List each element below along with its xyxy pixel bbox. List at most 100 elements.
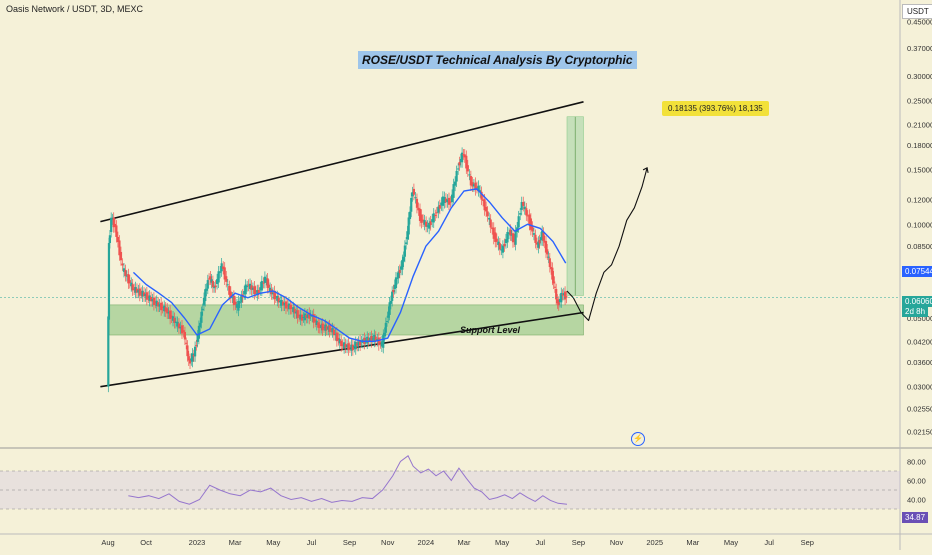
- currency-badge[interactable]: USDT: [902, 4, 932, 19]
- candle-body: [177, 323, 181, 329]
- candle-body: [415, 198, 419, 208]
- candle-body: [474, 182, 477, 191]
- price-tick-label: 0.15000: [907, 166, 932, 175]
- candle-body: [444, 198, 448, 203]
- candle-body: [204, 289, 207, 302]
- candle-body: [377, 337, 380, 346]
- candle-body: [160, 302, 163, 311]
- candle-body: [154, 301, 157, 303]
- moving-average-line: [132, 188, 567, 342]
- candle-body: [170, 315, 173, 318]
- candle-body: [234, 301, 237, 305]
- candle-body: [396, 277, 399, 279]
- candle-body: [107, 316, 110, 387]
- candle-body: [402, 256, 405, 262]
- candle-body: [563, 291, 567, 300]
- candle-body: [350, 344, 353, 351]
- price-tick-label: 0.18000: [907, 141, 932, 150]
- candle-body: [289, 305, 292, 310]
- price-tick-label: 0.02550: [907, 405, 932, 414]
- candle-body: [328, 325, 331, 332]
- rsi-tick-label: 40.00: [907, 496, 926, 505]
- candle-body: [300, 314, 304, 321]
- candle-body: [532, 233, 536, 235]
- upper-channel-line: [100, 101, 584, 223]
- last-price-tag: 0.06060: [902, 296, 932, 307]
- candle-body: [471, 182, 474, 187]
- candle-body: [440, 202, 443, 206]
- candle-body: [267, 284, 270, 288]
- candle-body: [226, 284, 229, 286]
- candle-body: [387, 311, 390, 318]
- candle-body: [219, 271, 222, 273]
- lower-channel-line: [100, 311, 584, 388]
- candle-body: [403, 245, 406, 257]
- candle-body: [503, 243, 506, 247]
- candle-body: [501, 245, 505, 253]
- candle-body: [370, 335, 373, 343]
- candle-body: [152, 297, 156, 306]
- candle-body: [183, 331, 187, 340]
- candle-body: [244, 284, 247, 295]
- candle-body: [486, 211, 489, 217]
- candle-body: [466, 165, 469, 172]
- candle-body: [315, 320, 318, 325]
- candle-body: [351, 344, 354, 351]
- candle-body: [191, 353, 194, 362]
- candle-body: [248, 283, 252, 290]
- candle-body: [254, 290, 257, 292]
- candle-body: [449, 201, 452, 203]
- candle-body: [179, 326, 182, 329]
- candle-body: [171, 316, 175, 321]
- candle-body: [507, 232, 511, 234]
- candle-body: [526, 215, 529, 217]
- candle-body: [347, 343, 350, 351]
- candle-body: [176, 321, 179, 327]
- candle-body: [217, 271, 220, 283]
- candle-body: [190, 358, 193, 361]
- lightning-icon[interactable]: ⚡: [631, 432, 645, 446]
- time-tick-label: Aug: [101, 538, 114, 547]
- candle-body: [118, 240, 121, 256]
- candle-body: [144, 293, 147, 297]
- candle-body: [480, 191, 483, 200]
- candles: [107, 147, 568, 393]
- candle-body: [263, 276, 266, 283]
- candle-body: [435, 212, 438, 214]
- candle-body: [411, 192, 414, 197]
- candle-body: [394, 277, 398, 289]
- candle-body: [334, 334, 337, 336]
- candle-body: [547, 256, 550, 258]
- candle-body: [115, 225, 118, 237]
- candle-body: [161, 306, 164, 308]
- candle-body: [228, 285, 231, 295]
- candle-body: [443, 196, 446, 203]
- candle-body: [423, 220, 426, 225]
- candle-body: [434, 214, 437, 216]
- price-tick-label: 0.12000: [907, 196, 932, 205]
- candle-body: [494, 232, 497, 242]
- candle-body: [201, 308, 204, 311]
- candle-body: [167, 312, 170, 314]
- candle-body: [309, 315, 312, 317]
- candle-body: [338, 339, 341, 344]
- candle-body: [511, 233, 515, 243]
- candle-body: [297, 314, 301, 317]
- candle-body: [128, 280, 131, 284]
- candle-body: [141, 290, 144, 297]
- time-tick-label: Sep: [801, 538, 814, 547]
- time-tick-label: Sep: [572, 538, 585, 547]
- candle-body: [314, 319, 317, 322]
- candle-body: [380, 341, 383, 347]
- candle-body: [354, 341, 357, 350]
- candle-body: [135, 288, 139, 293]
- price-tick-label: 0.37000: [907, 44, 932, 53]
- candle-body: [455, 170, 458, 182]
- candle-body: [185, 342, 188, 344]
- candle-body: [147, 296, 150, 298]
- candle-body: [163, 305, 166, 312]
- candle-body: [441, 196, 444, 206]
- candle-body: [491, 227, 494, 230]
